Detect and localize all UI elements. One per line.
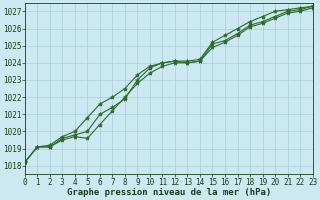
X-axis label: Graphe pression niveau de la mer (hPa): Graphe pression niveau de la mer (hPa) <box>67 188 271 197</box>
